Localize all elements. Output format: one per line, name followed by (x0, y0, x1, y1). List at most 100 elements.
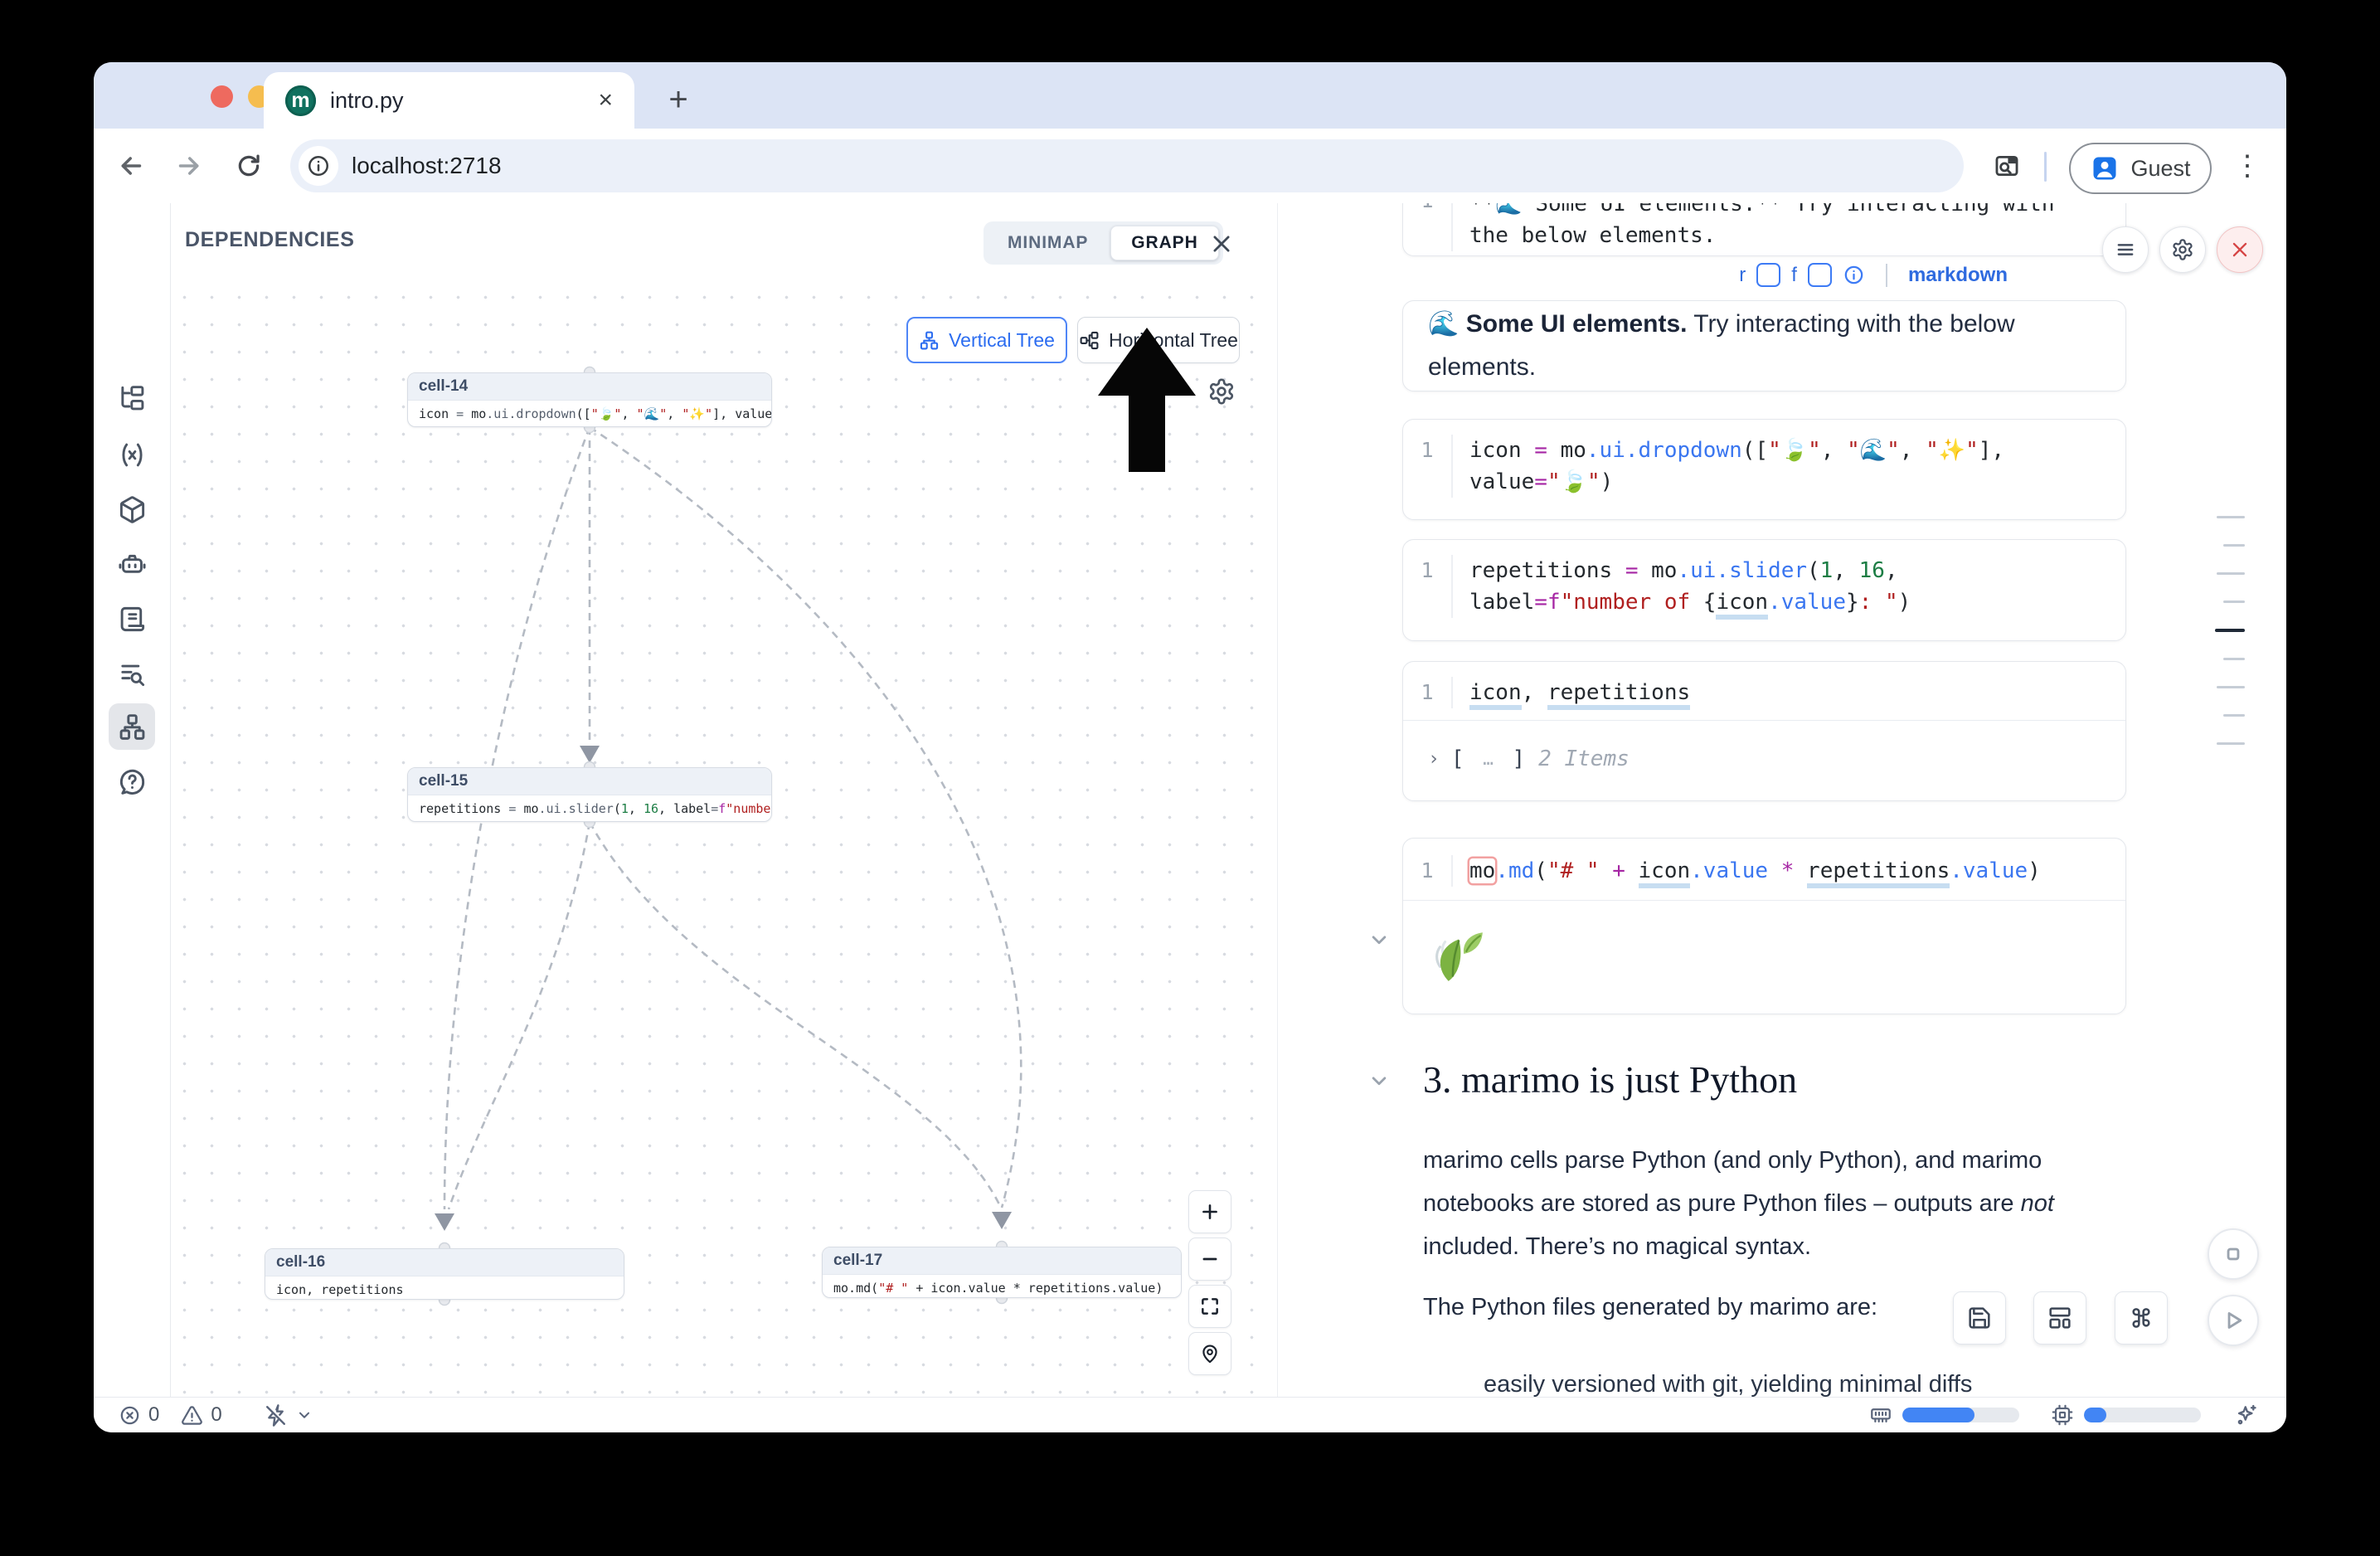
cpu-usage-fill (2084, 1408, 2106, 1422)
window-close-button[interactable] (211, 85, 233, 108)
browser-window: m intro.py × + localhost:2718 Guest ⋮ (94, 62, 2286, 1432)
code-editor[interactable]: icon = mo.ui.dropdown(["🍃", "🌊", "✨"], va… (1469, 438, 2005, 494)
scroll-minimap[interactable] (2215, 516, 2245, 745)
sidebar-item-ai-chat[interactable] (109, 541, 155, 587)
node-code: repetitions = mo.ui.slider(1, 16, label=… (419, 801, 771, 816)
guest-label: Guest (2130, 155, 2191, 181)
code-cell-dropdown[interactable]: 1 icon = mo.ui.dropdown(["🍃", "🌊", "✨"],… (1402, 419, 2126, 520)
graph-node-cell-14[interactable]: cell-14 icon = mo.ui.dropdown(["🍃", "🌊",… (407, 372, 772, 427)
graph-node-cell-15[interactable]: cell-15 repetitions = mo.ui.slider(1, 16… (407, 767, 772, 822)
graph-settings-button[interactable] (1207, 377, 1236, 406)
clipped-list-item: easily versioned with git, yielding mini… (1484, 1371, 1973, 1398)
horizontal-tree-label: Horizontal Tree (1109, 328, 1238, 351)
shortcuts-button[interactable] (2115, 1291, 2168, 1344)
items-summary: 2 Items (1538, 746, 1630, 771)
section-collapse-chevron-icon[interactable] (1367, 1068, 1392, 1093)
url-text[interactable]: localhost:2718 (352, 153, 502, 178)
section-heading: 3. marimo is just Python (1423, 1058, 1798, 1101)
code-editor[interactable]: repetitions = mo.ui.slider(1, 16, label=f… (1469, 555, 2106, 620)
scroll-minimap-active-line[interactable] (2215, 629, 2245, 632)
tab-close-icon[interactable]: × (598, 86, 613, 114)
paragraph-text-end: included. There’s no magical syntax. (1423, 1233, 1812, 1260)
menu-kebab-icon[interactable]: ⋮ (2233, 150, 2261, 182)
markdown-cell-editor[interactable]: 1 **🌊 Some UI elements.** Try interactin… (1402, 203, 2126, 256)
stop-square-icon (2219, 1240, 2247, 1268)
gear-icon (2171, 238, 2194, 261)
expander-icon[interactable]: › (1428, 748, 1440, 770)
cpu-usage-bar[interactable] (2084, 1408, 2201, 1422)
cell-settings-button[interactable] (2159, 226, 2206, 273)
cell-menu-button[interactable] (2102, 226, 2149, 273)
vertical-tree-button[interactable]: Vertical Tree (906, 317, 1067, 363)
layout-button[interactable] (2033, 1291, 2086, 1344)
ram-usage-fill (1902, 1408, 1975, 1422)
sidebar-item-file-explorer[interactable] (109, 375, 155, 421)
error-count-icon[interactable] (119, 1404, 141, 1427)
stop-button[interactable] (2208, 1228, 2259, 1280)
search-tabs-button[interactable] (1989, 148, 2025, 184)
node-title: cell-15 (408, 768, 771, 795)
sidebar-item-help[interactable] (109, 758, 155, 805)
collapsed-ellipsis[interactable]: … (1483, 749, 1494, 769)
run-all-button[interactable] (2208, 1295, 2259, 1346)
expression-output[interactable]: › [ … ] 2 Items (1403, 720, 2125, 797)
sidebar-item-variables[interactable] (109, 431, 155, 478)
leaf-emoji-output (1426, 925, 1488, 986)
graph-canvas[interactable]: Vertical Tree Horizontal Tree cell-14 ic… (171, 284, 1277, 1398)
error-count: 0 (148, 1403, 160, 1426)
cell-delete-button[interactable] (2217, 226, 2263, 273)
graph-node-cell-16[interactable]: cell-16 icon, repetitions (265, 1248, 624, 1300)
ai-sparkle-icon[interactable] (2234, 1403, 2259, 1427)
sidebar-item-dependencies[interactable] (109, 703, 155, 750)
ram-usage-bar[interactable] (1902, 1408, 2019, 1422)
markdown-source[interactable]: **🌊 Some UI elements.** Try interacting … (1469, 203, 2055, 248)
autorun-chevron-icon[interactable] (295, 1406, 313, 1424)
back-button[interactable] (113, 148, 149, 184)
cell-footer-toolbar: r f markdown (1739, 263, 2008, 287)
code-editor[interactable]: mo.md("# " + icon.value * repetitions.va… (1469, 855, 2106, 888)
code-editor[interactable]: icon, repetitions (1469, 677, 2106, 710)
fit-view-button[interactable] (1188, 1285, 1231, 1328)
r-checkbox[interactable] (1756, 263, 1781, 287)
section-paragraph: marimo cells parse Python (and only Pyth… (1423, 1139, 2086, 1268)
plus-icon (1199, 1201, 1221, 1223)
browser-tab[interactable]: m intro.py × (264, 72, 634, 129)
save-button[interactable] (1953, 1291, 2006, 1344)
maximize-icon (1199, 1296, 1221, 1317)
cell-info-icon[interactable] (1843, 264, 1865, 286)
zoom-in-button[interactable] (1188, 1190, 1231, 1233)
node-code: mo.md("# " + icon.value * repetitions.va… (833, 1281, 1163, 1296)
f-checkbox[interactable] (1807, 263, 1832, 287)
sidebar-item-snippets[interactable] (109, 650, 155, 697)
output-text: Try interacting with the below elements. (1428, 310, 2015, 381)
sidebar-item-packages[interactable] (109, 486, 155, 532)
collapse-chevron-icon[interactable] (1367, 927, 1392, 952)
reload-button[interactable] (231, 148, 267, 184)
line-number: 1 (1403, 203, 1451, 251)
sidebar-item-logs[interactable] (109, 596, 155, 642)
code-cell-md[interactable]: 1 mo.md("# " + icon.value * repetitions.… (1402, 838, 2126, 1014)
zoom-out-button[interactable] (1188, 1238, 1231, 1281)
node-title: cell-17 (823, 1247, 1181, 1275)
autorun-disabled-icon[interactable] (264, 1403, 288, 1427)
browser-toolbar: localhost:2718 Guest ⋮ (94, 129, 2286, 204)
warning-count-icon[interactable] (181, 1404, 203, 1427)
address-bar[interactable]: localhost:2718 (290, 139, 1964, 192)
annotation-arrow (1098, 328, 1196, 472)
forward-button[interactable] (171, 148, 207, 184)
notebook-scroll-area[interactable]: 1 **🌊 Some UI elements.** Try interactin… (1277, 203, 2286, 1398)
center-view-button[interactable] (1188, 1332, 1231, 1375)
new-tab-button[interactable]: + (668, 80, 688, 118)
code-cell-slider[interactable]: 1 repetitions = mo.ui.slider(1, 16, label… (1402, 539, 2126, 641)
tab-graph[interactable]: GRAPH (1110, 226, 1219, 260)
language-label[interactable]: markdown (1907, 263, 2008, 286)
code-cell-expression[interactable]: 1 icon, repetitions › [ … ] 2 Items (1402, 661, 2126, 801)
site-info-icon[interactable] (299, 146, 338, 186)
robot-icon (118, 550, 147, 579)
dependency-tree-icon (118, 712, 147, 742)
graph-node-cell-17[interactable]: cell-17 mo.md("# " + icon.value * repeti… (822, 1247, 1182, 1298)
profile-button[interactable]: Guest (2069, 143, 2212, 194)
save-icon (1966, 1305, 1993, 1331)
panel-close-button[interactable] (1204, 226, 1239, 261)
tab-minimap[interactable]: MINIMAP (1008, 233, 1089, 252)
